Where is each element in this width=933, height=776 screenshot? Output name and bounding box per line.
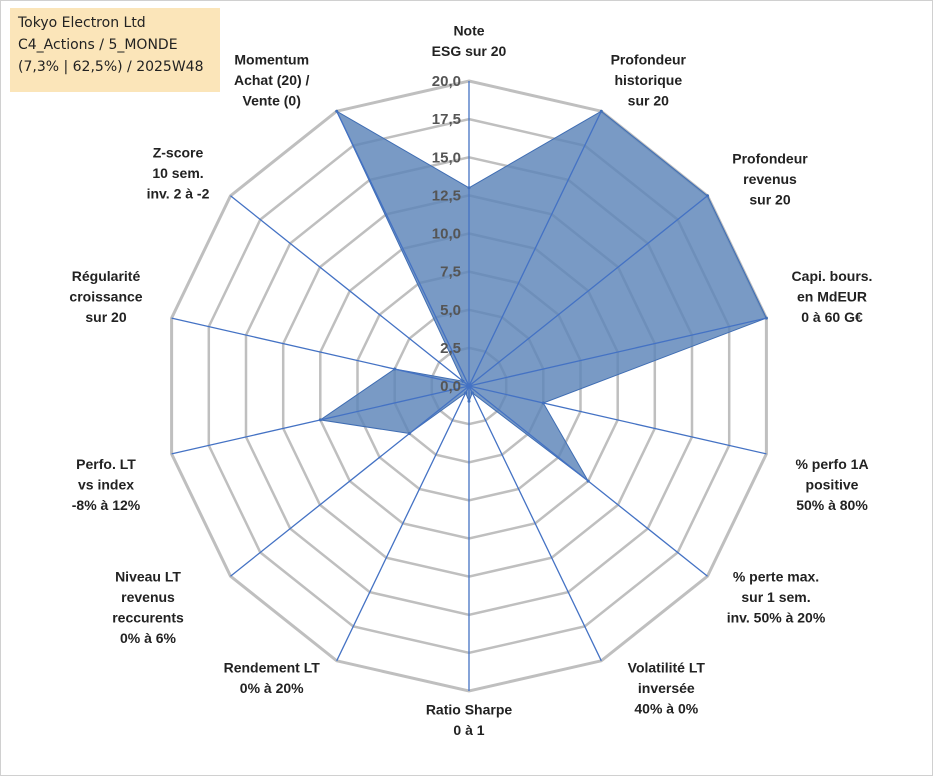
- tick-label: 0,0: [440, 378, 461, 395]
- axis-label-line: sur 1 sem.: [741, 589, 810, 605]
- tick-label: 17,5: [432, 111, 461, 128]
- axis-label-line: 0% à 20%: [240, 680, 304, 696]
- axis-spoke-9: [230, 385, 470, 577]
- axis-label-line: 40% à 0%: [634, 701, 698, 717]
- axis-label-line: 10 sem.: [152, 165, 203, 181]
- axis-label-10: Perfo. LT vs index -8% à 12%: [72, 456, 141, 513]
- tick-label: 2,5: [440, 340, 461, 357]
- axis-label-layer: Note ESG sur 20 Profondeur historique sur 20…: [69, 23, 872, 739]
- axis-label-line: revenus: [743, 171, 797, 187]
- tick-label-layer: 0,0 2,5 5,0 7,5 10,0 12,5 15,0 17,5 20,0: [432, 73, 461, 395]
- axis-label-line: inversée: [638, 680, 695, 696]
- tick-label: 12,5: [432, 187, 461, 204]
- axis-label-line: 0 à 60 G€: [801, 309, 863, 325]
- axis-label-line: Perfo. LT: [76, 456, 136, 472]
- tick-label: 10,0: [432, 226, 461, 243]
- axis-label-line: Z-score: [153, 144, 204, 160]
- axis-label-line: inv. 2 à -2: [147, 185, 210, 201]
- axis-label-13: Momentum Achat (20) / Vente (0): [234, 51, 310, 108]
- axis-label-1: Profondeur historique sur 20: [611, 51, 687, 108]
- axis-label-line: Niveau LT: [115, 569, 181, 585]
- axis-label-line: Volatilité LT: [628, 660, 706, 676]
- axis-spoke-13: [336, 110, 470, 387]
- axis-label-2: Profondeur revenus sur 20: [732, 150, 808, 207]
- axis-label-line: en MdEUR: [797, 288, 867, 304]
- axis-label-line: croissance: [69, 288, 142, 304]
- axis-label-line: positive: [806, 476, 859, 492]
- axis-spoke-5: [468, 385, 708, 577]
- axis-label-line: 0% à 6%: [120, 630, 177, 646]
- axis-label-line: Profondeur: [732, 150, 808, 166]
- axis-label-line: vs index: [78, 476, 134, 492]
- axis-label-line: sur 20: [628, 92, 669, 108]
- axis-label-line: Capi. bours.: [792, 268, 873, 284]
- axis-spoke-10: [171, 385, 470, 455]
- info-box: Tokyo Electron Ltd C4_Actions / 5_MONDE …: [10, 8, 220, 92]
- category-label: C4_Actions / 5_MONDE: [18, 37, 178, 53]
- data-area-layer: [318, 109, 768, 483]
- tick-label: 20,0: [432, 73, 461, 90]
- axis-label-line: inv. 50% à 20%: [727, 610, 826, 626]
- axis-label-11: Régularité croissance sur 20: [69, 268, 142, 325]
- data-area-series-0: [318, 109, 768, 482]
- axis-label-line: sur 20: [749, 191, 790, 207]
- tick-label: 5,0: [440, 302, 461, 319]
- axis-label-line: 0 à 1: [453, 722, 484, 738]
- axis-label-line: ESG sur 20: [432, 43, 507, 59]
- axis-label-7: Ratio Sharpe 0 à 1: [426, 702, 513, 739]
- axis-label-line: % perte max.: [733, 569, 819, 585]
- axis-label-12: Z-score 10 sem. inv. 2 à -2: [147, 144, 210, 201]
- axis-label-4: % perfo 1A positive 50% à 80%: [795, 456, 868, 513]
- axis-label-line: historique: [614, 72, 682, 88]
- axis-label-0: Note ESG sur 20: [432, 23, 507, 60]
- axis-label-5: % perte max. sur 1 sem. inv. 50% à 20%: [727, 569, 826, 626]
- axis-label-line: Rendement LT: [224, 660, 321, 676]
- axis-spoke-12: [230, 195, 470, 387]
- axis-spoke-3: [468, 317, 767, 387]
- axis-label-line: revenus: [121, 589, 175, 605]
- axis-label-line: Ratio Sharpe: [426, 702, 513, 718]
- axis-label-9: Niveau LT revenus reccurents 0% à 6%: [112, 569, 184, 647]
- axis-label-line: Achat (20) /: [234, 72, 310, 88]
- axis-spoke-4: [468, 385, 767, 455]
- spoke-layer: [171, 81, 767, 691]
- axis-label-line: Vente (0): [243, 92, 301, 108]
- axis-spoke-8: [336, 385, 470, 662]
- axis-label-line: sur 20: [85, 309, 126, 325]
- axis-label-line: % perfo 1A: [795, 456, 868, 472]
- tick-label: 7,5: [440, 264, 461, 281]
- tick-label: 15,0: [432, 149, 461, 166]
- axis-label-line: 50% à 80%: [796, 497, 868, 513]
- company-name: Tokyo Electron Ltd: [18, 15, 146, 31]
- axis-spoke-11: [171, 317, 470, 387]
- axis-spoke-1: [468, 110, 602, 387]
- axis-label-line: Note: [453, 23, 484, 39]
- axis-label-line: Profondeur: [611, 51, 687, 67]
- axis-label-line: Momentum: [234, 51, 309, 67]
- axis-label-8: Rendement LT 0% à 20%: [224, 660, 321, 697]
- axis-label-line: reccurents: [112, 610, 184, 626]
- axis-label-line: Régularité: [72, 268, 141, 284]
- axis-spoke-2: [468, 195, 708, 387]
- axis-spoke-6: [468, 385, 602, 662]
- axis-label-line: -8% à 12%: [72, 497, 141, 513]
- axis-label-6: Volatilité LT inversée 40% à 0%: [628, 660, 706, 717]
- stats-label: (7,3% | 62,5%) / 2025W48: [18, 59, 204, 75]
- axis-label-3: Capi. bours. en MdEUR 0 à 60 G€: [792, 268, 873, 325]
